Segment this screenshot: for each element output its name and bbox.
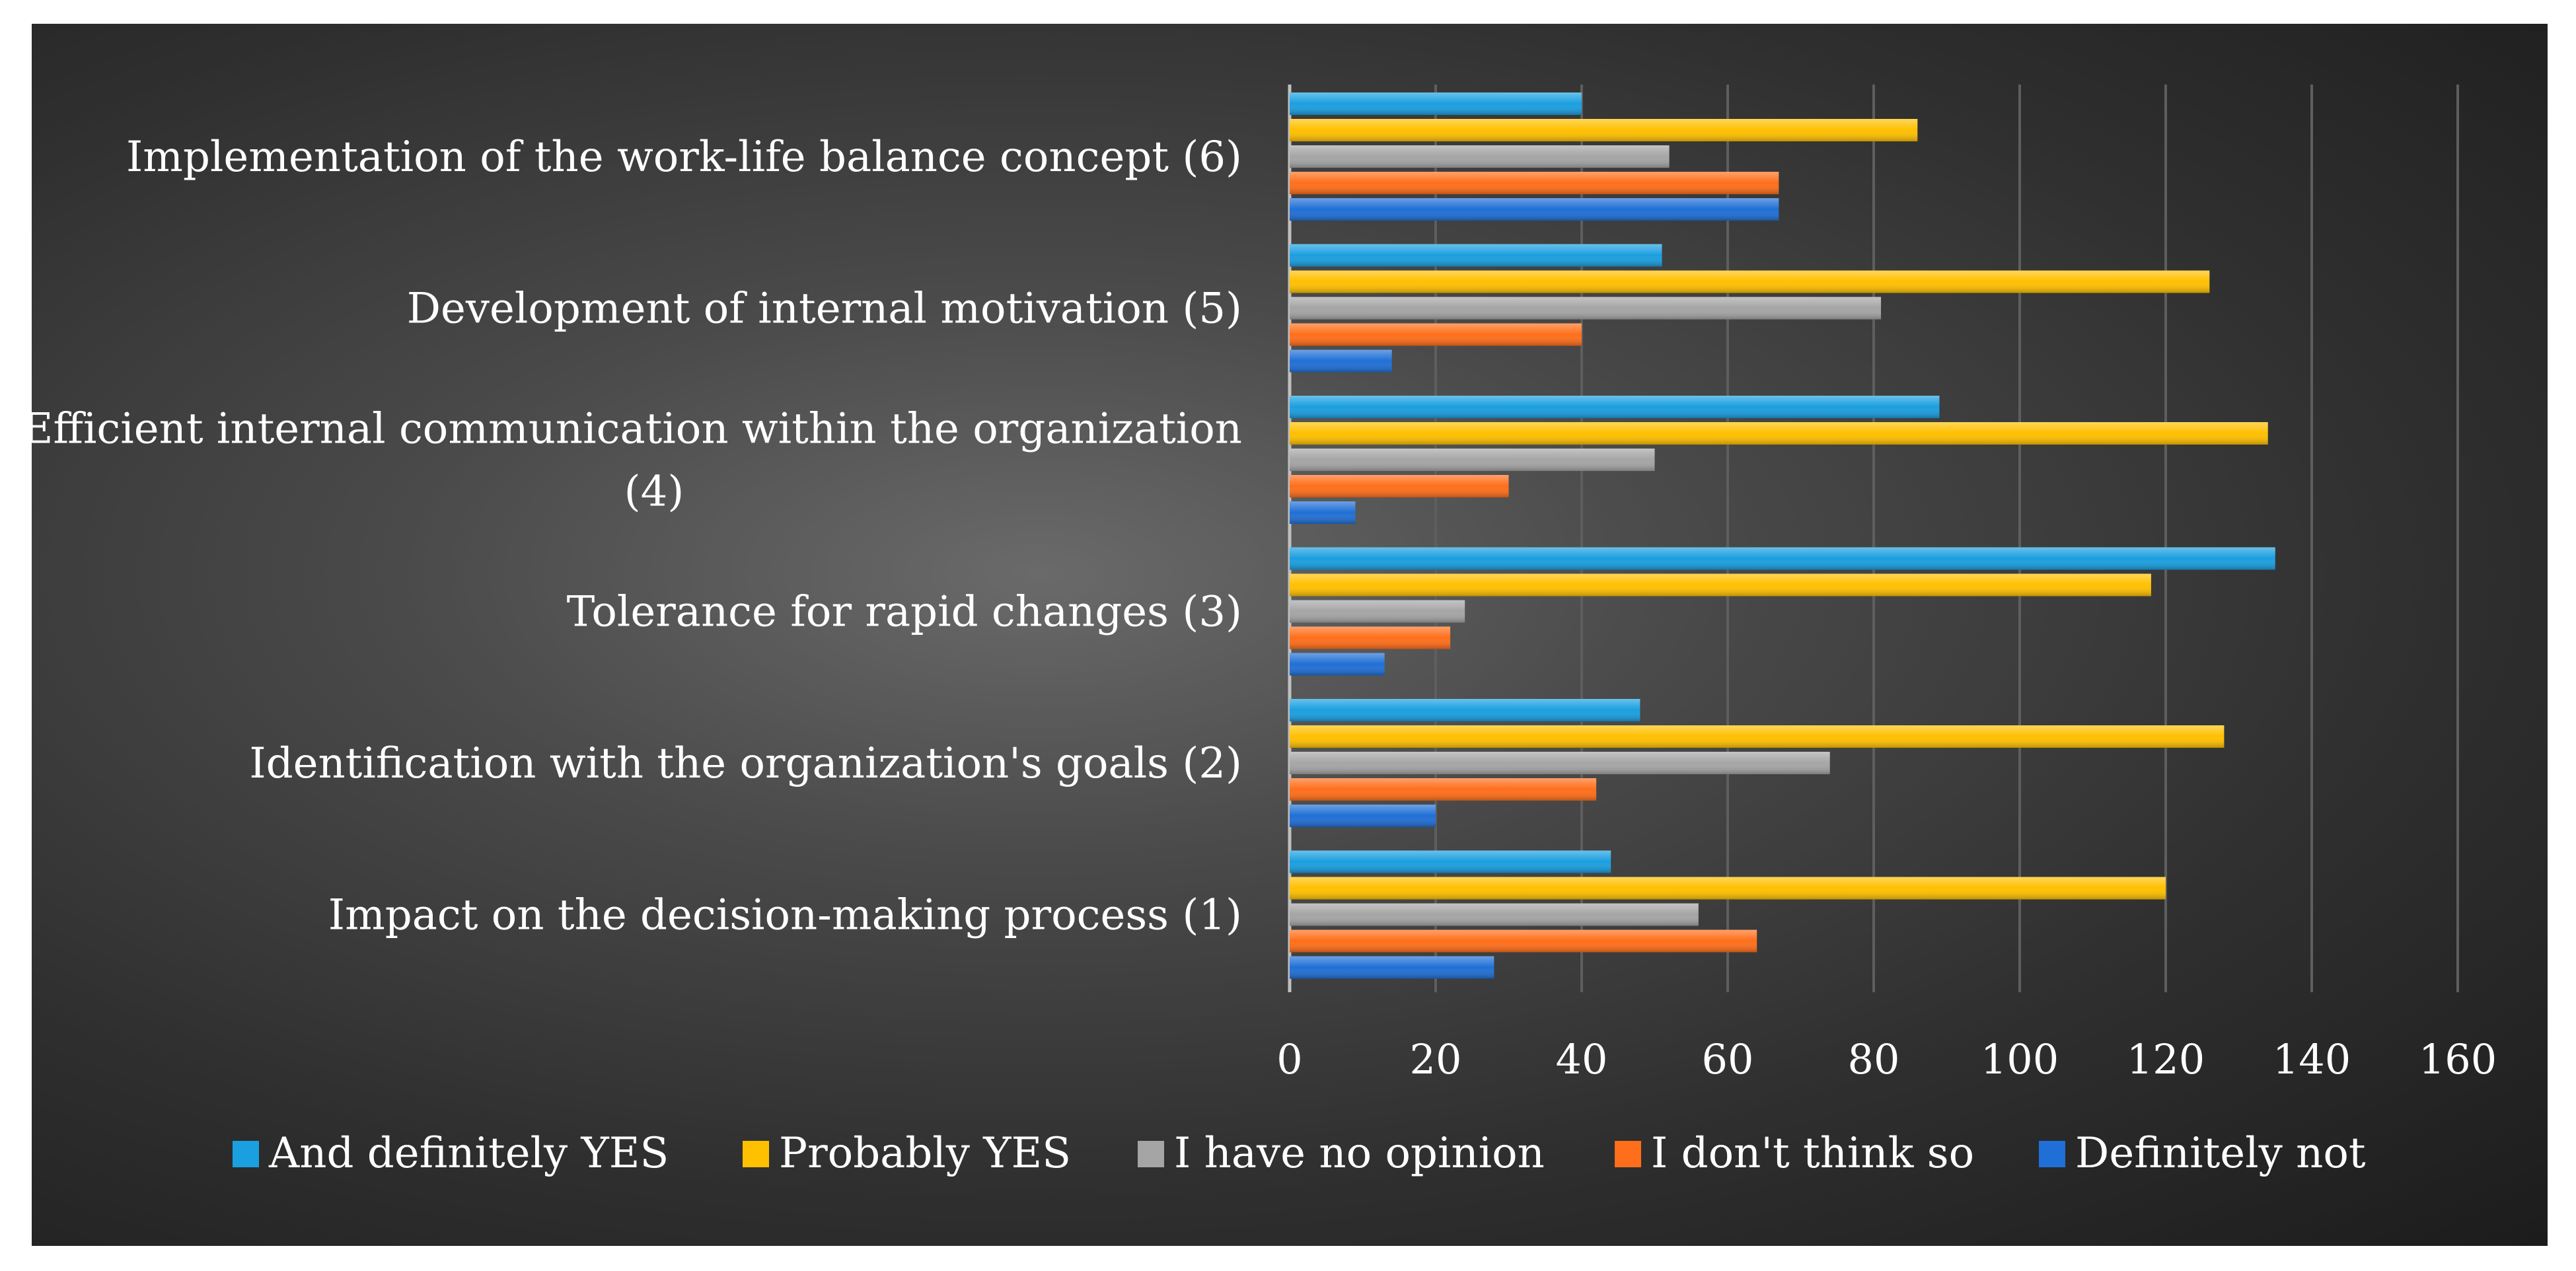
bar-shading (1290, 929, 1757, 953)
bar-shading (1290, 145, 1670, 168)
category-label: Development of internal motivation (5) (407, 285, 1242, 334)
x-tick-label: 60 (1702, 1035, 1754, 1083)
bar-shading (1290, 956, 1494, 979)
x-tick-label: 40 (1556, 1035, 1608, 1083)
bar-shading (1290, 501, 1356, 524)
legend-swatch-i-don-t-think-so (1615, 1141, 1641, 1167)
bar-shading (1290, 877, 2166, 900)
legend-swatch-i-have-no-opinion (1138, 1141, 1164, 1167)
bar-shading (1290, 573, 2151, 597)
bar-shading (1290, 699, 1640, 721)
bar-shading (1290, 850, 1611, 873)
legend-label-i-don-t-think-so: I don't think so (1651, 1129, 1974, 1178)
bar-shading (1290, 396, 1940, 418)
legend-swatch-probably-yes (743, 1141, 769, 1167)
bar-shading (1290, 626, 1451, 649)
bar-shading (1290, 805, 1436, 827)
category-label: Impact on the decision-making process (1… (328, 891, 1242, 940)
bar-shading (1290, 653, 1385, 676)
bar-shading (1290, 600, 1465, 623)
category-label: (4) (624, 468, 684, 517)
x-tick-label: 20 (1410, 1035, 1462, 1083)
category-label: Identification with the organization's g… (249, 739, 1242, 788)
category-label: Efficient internal communication within … (22, 405, 1242, 454)
bar-shading (1290, 244, 1662, 267)
bar-shading (1290, 297, 1882, 320)
legend-swatch-and-definitely-yes (233, 1141, 259, 1167)
legend-label-definitely-not: Definitely not (2075, 1129, 2366, 1178)
legend-label-and-definitely-yes: And definitely YES (268, 1129, 669, 1178)
bar-shading (1290, 270, 2210, 293)
bar-shading (1290, 449, 1655, 471)
bar-shading (1290, 198, 1779, 221)
bar-shading (1290, 349, 1392, 373)
category-label: Implementation of the work-life balance … (126, 133, 1242, 182)
category-label: Tolerance for rapid changes (3) (567, 588, 1242, 637)
x-tick-label: 120 (2127, 1035, 2205, 1083)
bar-shading (1290, 725, 2225, 748)
bar-shading (1290, 475, 1509, 497)
bar-shading (1290, 903, 1699, 926)
bar-shading (1290, 323, 1582, 346)
bar-shading (1290, 547, 2275, 570)
bar-shading (1290, 119, 1918, 141)
bar-shading (1290, 172, 1779, 194)
x-tick-label: 100 (1981, 1035, 2059, 1083)
legend-swatch-definitely-not (2039, 1141, 2065, 1167)
bar-shading (1290, 422, 2268, 445)
x-tick-label: 160 (2419, 1035, 2497, 1083)
bar-shading (1290, 92, 1582, 115)
x-tick-label: 0 (1276, 1035, 1302, 1083)
legend-label-probably-yes: Probably YES (779, 1129, 1071, 1178)
bar-shading (1290, 778, 1597, 801)
bar-shading (1290, 752, 1830, 774)
x-tick-label: 140 (2273, 1035, 2351, 1083)
legend-label-i-have-no-opinion: I have no opinion (1174, 1129, 1545, 1178)
x-tick-label: 80 (1848, 1035, 1900, 1083)
